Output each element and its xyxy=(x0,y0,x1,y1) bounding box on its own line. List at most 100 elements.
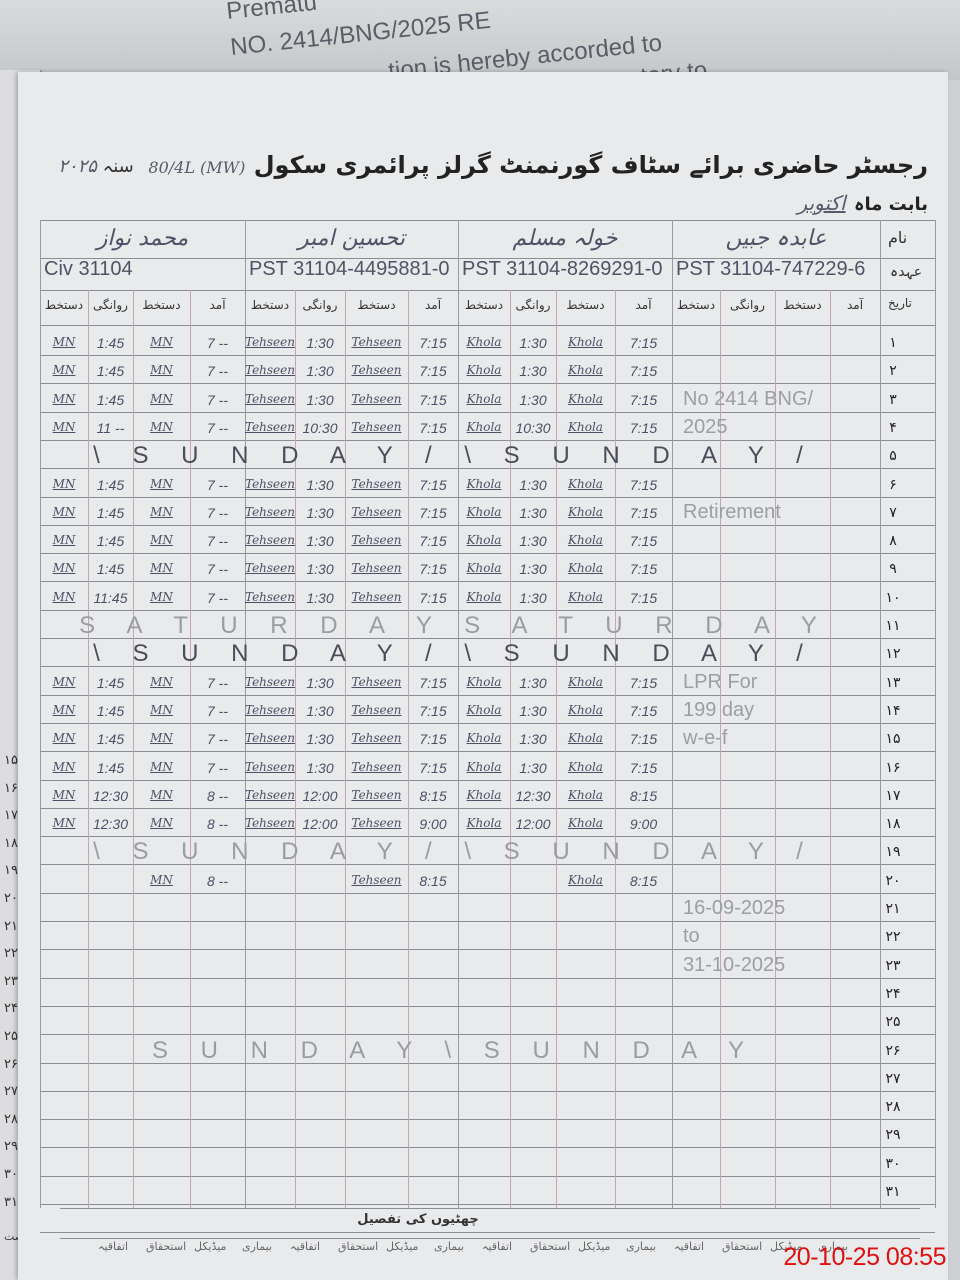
column-header: دستخط xyxy=(464,298,504,312)
column-header: روانگی xyxy=(93,298,128,312)
time-entry: 8 -- xyxy=(207,787,228,804)
time-entry: 7:15 xyxy=(629,363,658,380)
row-date: ۲۰ xyxy=(885,872,901,889)
time-entry: 1:30 xyxy=(306,533,334,550)
time-entry: 7:15 xyxy=(419,533,447,550)
column-header: آمد xyxy=(424,298,442,312)
time-entry: 1:30 xyxy=(519,476,547,493)
row-date: ۲۹ xyxy=(885,1127,901,1144)
signature: Khola xyxy=(568,504,603,519)
signature: Khola xyxy=(568,816,603,831)
time-entry: 1:30 xyxy=(519,391,547,408)
column-header: دستخط xyxy=(44,298,84,312)
signature: MN xyxy=(150,589,173,604)
left-page-row-number: ۲۴ xyxy=(4,1001,18,1017)
month-label: بابت ماہ xyxy=(853,194,928,215)
leave-type-label: بیماری xyxy=(626,1240,657,1253)
signature: MN xyxy=(150,391,173,406)
signature: Khola xyxy=(466,391,502,406)
signature: MN xyxy=(150,363,173,378)
row-date: ۱۲ xyxy=(885,646,901,663)
time-entry: 1:45 xyxy=(96,504,125,521)
leave-type-label: اتفاقیہ xyxy=(290,1240,321,1253)
time-entry: 1:30 xyxy=(306,589,334,606)
signature: Khola xyxy=(568,759,603,774)
time-entry: 1:45 xyxy=(96,476,125,493)
time-entry: 1:45 xyxy=(96,702,125,719)
left-page-row-number: ۲۳ xyxy=(4,973,18,989)
signature: Khola xyxy=(568,589,603,604)
signature: Tehseen xyxy=(351,674,402,689)
time-entry: 1:30 xyxy=(306,731,334,748)
signature: MN xyxy=(150,335,173,349)
left-page-row-number: ۲۹ xyxy=(4,1139,18,1155)
staff-name-abida: عابدہ جبیں xyxy=(725,226,827,251)
signature: MN xyxy=(52,504,76,519)
time-entry: 7 -- xyxy=(207,419,228,436)
left-page-row-number: ۱۸ xyxy=(4,835,18,851)
time-entry: 8 -- xyxy=(207,816,228,833)
time-entry: 7:15 xyxy=(419,363,447,380)
signature: MN xyxy=(52,476,76,491)
row-date: ۱ xyxy=(889,335,897,351)
signature: Tehseen xyxy=(245,363,295,378)
pencil-remark: w-e-f xyxy=(683,727,728,750)
time-entry: 11:45 xyxy=(93,589,128,606)
signature: MN xyxy=(150,674,173,689)
signature: Tehseen xyxy=(351,561,402,576)
left-page-row-number: ۲۷ xyxy=(4,1084,18,1100)
row-date: ۲۸ xyxy=(885,1099,901,1116)
signature: Khola xyxy=(568,702,603,717)
time-entry: 1:30 xyxy=(519,533,547,550)
signature: Khola xyxy=(568,561,603,576)
signature: Khola xyxy=(466,589,502,604)
left-page-row-number: ۳۰ xyxy=(4,1167,18,1182)
register-title: رجسٹر حاضری برائے سٹاف گورنمنٹ گرلز پرائ… xyxy=(148,148,928,222)
signature: Tehseen xyxy=(245,816,295,831)
leave-type-label: اتفاقیہ xyxy=(482,1240,513,1253)
ruled-line xyxy=(40,609,935,611)
column-header: دستخط xyxy=(676,298,716,312)
row-date: ۱۰ xyxy=(885,589,901,606)
time-entry: 7:15 xyxy=(419,391,447,408)
ruled-line xyxy=(40,1119,935,1121)
time-entry: 1:45 xyxy=(96,674,125,691)
staff-designation-tehseen: PST 31104-4495881-0 xyxy=(249,258,450,280)
row-date: ۸ xyxy=(889,533,897,550)
left-page-row-number: ۲۲ xyxy=(4,946,18,962)
time-entry: 7:15 xyxy=(419,476,447,493)
row-date: ۶ xyxy=(889,476,897,493)
signature: MN xyxy=(150,702,173,717)
ruled-line xyxy=(40,553,935,555)
column-header: آمد xyxy=(846,298,864,312)
ruled-line xyxy=(40,864,935,866)
row-date: ۱۳ xyxy=(885,674,901,691)
staff-name-nawaz: محمد نواز xyxy=(96,226,189,251)
signature: Khola xyxy=(466,759,502,774)
time-entry: 9:00 xyxy=(629,816,658,833)
time-entry: 7 -- xyxy=(207,702,228,719)
time-entry: 1:30 xyxy=(306,363,334,380)
time-entry: 1:30 xyxy=(306,674,334,691)
signature: Khola xyxy=(466,702,502,717)
time-entry: 7:15 xyxy=(419,759,447,776)
designation-row-label: عہدہ xyxy=(890,264,923,280)
ruled-line xyxy=(40,1034,935,1036)
top-document-sheet: Prematu NO. 2414/BNG/2025 RE tion is her… xyxy=(0,0,960,99)
time-entry: 12:30 xyxy=(92,816,129,833)
left-page-row-number: ۲۶ xyxy=(4,1056,18,1072)
time-entry: 7:15 xyxy=(419,335,447,351)
ruled-line xyxy=(40,355,935,356)
time-entry: 1:30 xyxy=(519,731,547,748)
column-header: آمد xyxy=(209,298,226,312)
column-divider xyxy=(88,290,89,1208)
signature: Khola xyxy=(466,335,502,349)
time-entry: 1:45 xyxy=(96,759,125,776)
time-entry: 8 -- xyxy=(207,872,228,889)
column-divider xyxy=(775,290,776,1208)
ruled-line xyxy=(40,1062,935,1064)
staff-designation-abida: PST 31104-747229-6 xyxy=(676,258,866,280)
row-date: ۳۰ xyxy=(885,1155,901,1172)
signature: Khola xyxy=(568,363,603,378)
column-divider xyxy=(935,220,936,1208)
